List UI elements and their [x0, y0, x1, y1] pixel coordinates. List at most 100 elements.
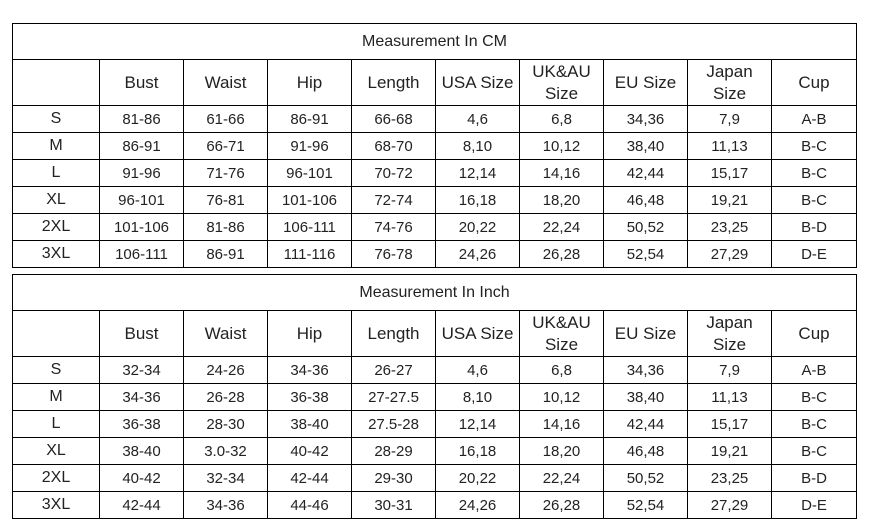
- table-row: 2XL 101-106 81-86 106-111 74-76 20,22 22…: [12, 213, 857, 241]
- column-header-text: Cup: [798, 323, 830, 343]
- table-cell: 34-36: [267, 356, 352, 384]
- column-header-waist: Waist: [183, 310, 268, 357]
- table-cell: B-D: [770, 464, 858, 492]
- column-header-japan-size: Japan Size: [687, 59, 772, 106]
- table-cell: 68-70: [351, 132, 436, 160]
- table-cell: 16,18: [435, 186, 520, 214]
- table-cell: B-C: [771, 132, 857, 160]
- table-cell: 34-36: [183, 491, 268, 519]
- table-cell: 24-26: [183, 356, 268, 384]
- column-header-text: Bust: [124, 72, 159, 92]
- corner-cell: [12, 310, 100, 357]
- table-cell: 50,52: [603, 464, 688, 492]
- table-cell: 42,44: [603, 410, 688, 438]
- column-header-text: UK&AU: [532, 312, 591, 332]
- table-cell: 15,17: [687, 159, 772, 187]
- table-cell: 28-30: [183, 410, 268, 438]
- table-cell: 8,10: [435, 383, 520, 411]
- column-header-text: Hip: [296, 323, 323, 343]
- column-header-eu-size: EU Size: [603, 59, 688, 106]
- table-row: L 36-38 28-30 38-40 27.5-28 12,14 14,16 …: [12, 410, 858, 438]
- table-cell: 24,26: [435, 240, 520, 268]
- size-label: XL: [12, 186, 100, 214]
- size-label: M: [12, 132, 100, 160]
- table-cell: 52,54: [603, 491, 688, 519]
- column-header-text: Length: [367, 72, 420, 92]
- column-header-length: Length: [351, 310, 436, 357]
- table-row: 2XL 40-42 32-34 42-44 29-30 20,22 22,24 …: [12, 464, 858, 492]
- table-cell: 76-81: [183, 186, 268, 214]
- table-cell: B-D: [771, 213, 857, 241]
- column-header-text: Japan: [706, 61, 753, 81]
- table-cell: 86-91: [267, 105, 352, 133]
- table-cell: 3.0-32: [183, 437, 268, 465]
- table-cell: 42-44: [99, 491, 184, 519]
- table-cell: 20,22: [435, 213, 520, 241]
- table-cell: 61-66: [183, 105, 268, 133]
- table-cell: 38-40: [267, 410, 352, 438]
- table-cell: 23,25: [687, 464, 772, 492]
- table-cell: 38-40: [99, 437, 184, 465]
- table-cell: 111-116: [267, 240, 352, 268]
- table-cell: 44-46: [267, 491, 352, 519]
- table-cell: 7,9: [687, 105, 772, 133]
- table-cell: 32-34: [99, 356, 184, 384]
- table-row: M 34-36 26-28 36-38 27-27.5 8,10 10,12 3…: [12, 383, 858, 411]
- header-row: Bust Waist Hip Length USA Size UK&AU Size…: [12, 59, 857, 106]
- column-header-text: Japan: [706, 312, 753, 332]
- column-header-text: Bust: [124, 323, 159, 343]
- table-row: XL 38-40 3.0-32 40-42 28-29 16,18 18,20 …: [12, 437, 858, 465]
- table-cell: 71-76: [183, 159, 268, 187]
- table-cell: 66-68: [351, 105, 436, 133]
- table-title: Measurement In CM: [12, 23, 857, 60]
- table-cell: 14,16: [519, 159, 604, 187]
- table-cell: 27.5-28: [351, 410, 436, 438]
- table-cell: 22,24: [519, 213, 604, 241]
- table-cell: 106-111: [99, 240, 184, 268]
- column-header-cup: Cup: [770, 310, 858, 357]
- inch-size-table: Measurement In Inch Bust Waist Hip Lengt…: [11, 274, 858, 519]
- table-cell: 11,13: [687, 383, 772, 411]
- column-header-uk-au-size: UK&AU Size: [519, 310, 604, 357]
- table-row: 3XL 106-111 86-91 111-116 76-78 24,26 26…: [12, 240, 857, 268]
- table-row: L 91-96 71-76 96-101 70-72 12,14 14,16 4…: [12, 159, 857, 187]
- table-cell: 27,29: [687, 491, 772, 519]
- column-header-waist: Waist: [183, 59, 268, 106]
- table-cell: 91-96: [99, 159, 184, 187]
- table-cell: 18,20: [519, 186, 604, 214]
- size-label: 3XL: [12, 240, 100, 268]
- table-cell: 72-74: [351, 186, 436, 214]
- table-cell: 19,21: [687, 437, 772, 465]
- table-cell: 24,26: [435, 491, 520, 519]
- table-cell: B-C: [770, 410, 858, 438]
- table-cell: 50,52: [603, 213, 688, 241]
- column-header-text: EU Size: [614, 323, 677, 343]
- table-cell: 86-91: [183, 240, 268, 268]
- table-cell: 32-34: [183, 464, 268, 492]
- table-cell: 26-28: [183, 383, 268, 411]
- table-title-row: Measurement In CM: [12, 23, 857, 60]
- size-label: L: [12, 159, 100, 187]
- table-cell: 8,10: [435, 132, 520, 160]
- table-cell: 101-106: [267, 186, 352, 214]
- table-cell: 40-42: [99, 464, 184, 492]
- table-cell: 81-86: [99, 105, 184, 133]
- table-cell: 27,29: [687, 240, 772, 268]
- table-cell: 27-27.5: [351, 383, 436, 411]
- table-row: M 86-91 66-71 91-96 68-70 8,10 10,12 38,…: [12, 132, 857, 160]
- table-cell: 20,22: [435, 464, 520, 492]
- table-title-row: Measurement In Inch: [11, 274, 858, 311]
- table-row: S 32-34 24-26 34-36 26-27 4,6 6,8 34,36 …: [12, 356, 858, 384]
- table-cell: 10,12: [519, 132, 604, 160]
- table-title: Measurement In Inch: [11, 274, 858, 311]
- header-row: Bust Waist Hip Length USA Size UK&AU Size…: [12, 310, 858, 357]
- table-cell: 28-29: [351, 437, 436, 465]
- table-cell: 16,18: [435, 437, 520, 465]
- table-cell: 81-86: [183, 213, 268, 241]
- table-cell: 30-31: [351, 491, 436, 519]
- table-row: 3XL 42-44 34-36 44-46 30-31 24,26 26,28 …: [12, 491, 858, 519]
- table-cell: B-C: [771, 159, 857, 187]
- column-header-usa-size: USA Size: [435, 59, 520, 106]
- table-cell: 86-91: [99, 132, 184, 160]
- table-cell: B-C: [770, 383, 858, 411]
